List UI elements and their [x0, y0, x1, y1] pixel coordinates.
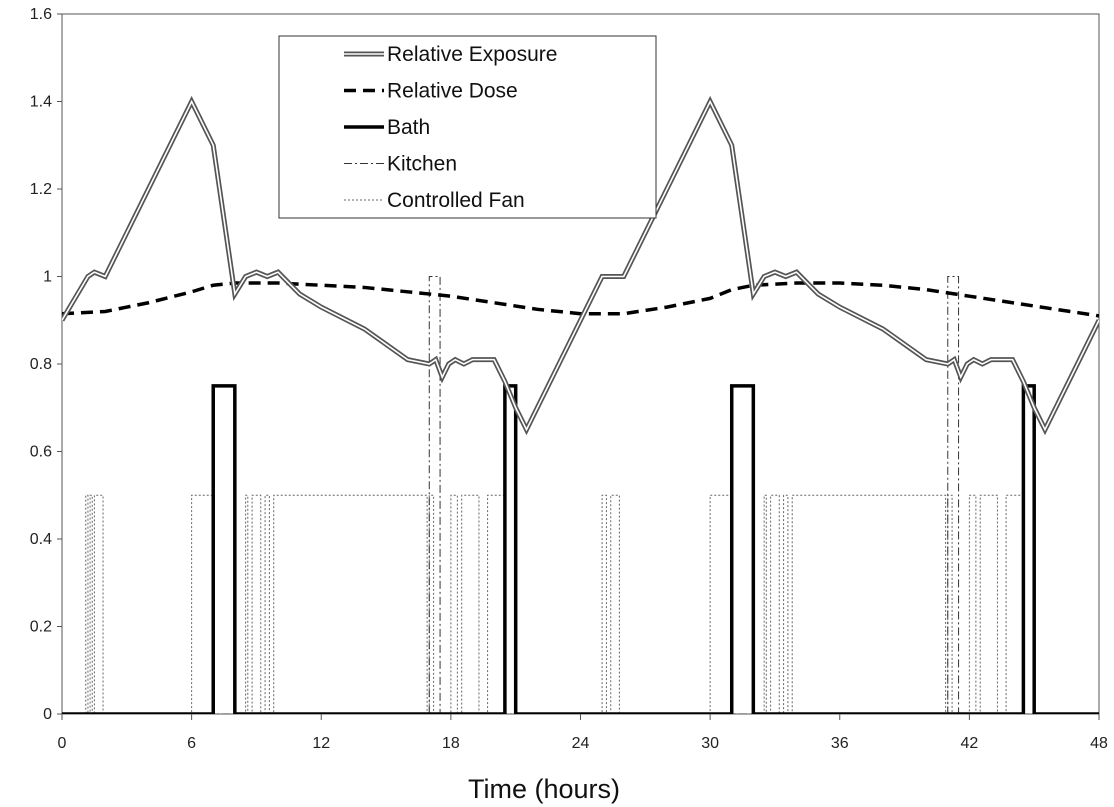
- series-controlled-fan-line: [62, 494, 1099, 714]
- series-layer: [62, 95, 1099, 714]
- y-tick-label: 0.6: [30, 444, 52, 461]
- legend-item-relative-dose: Relative Dose: [344, 80, 518, 103]
- x-tick-label: 18: [442, 735, 460, 752]
- legend-item-bath: Bath: [344, 116, 430, 139]
- legend-item-relative-exposure: Relative Exposure: [344, 43, 557, 66]
- x-axis: 0 6 12 18 24 30 36 42 48: [58, 714, 1108, 752]
- legend-label: Kitchen: [387, 153, 457, 176]
- series-relative-exposure-line-inner: [62, 99, 1099, 432]
- y-tick-label: 0.8: [30, 356, 52, 373]
- x-tick-label: 42: [960, 735, 978, 752]
- y-tick-label: 1.6: [30, 6, 52, 23]
- legend: Relative Exposure Relative Dose Bath Kitche…: [278, 35, 657, 219]
- y-tick-label: 1: [43, 269, 52, 286]
- x-tick-label: 24: [572, 735, 590, 752]
- y-tick-label: 0.2: [30, 619, 52, 636]
- legend-item-controlled-fan: Controlled Fan: [344, 189, 525, 212]
- y-tick-label: 1.4: [30, 94, 52, 111]
- series-controlled-fan: [62, 494, 1099, 714]
- x-tick-label: 48: [1090, 735, 1108, 752]
- y-tick-label: 0.4: [30, 531, 52, 548]
- series-kitchen: [62, 276, 1099, 714]
- series-relative-dose: [62, 281, 1099, 318]
- legend-label: Bath: [387, 116, 430, 139]
- x-tick-label: 30: [701, 735, 719, 752]
- x-tick-label: 36: [831, 735, 849, 752]
- legend-item-kitchen: Kitchen: [344, 153, 457, 176]
- legend-label: Controlled Fan: [387, 189, 525, 212]
- y-tick-label: 1.2: [30, 181, 52, 198]
- legend-box: [278, 35, 657, 219]
- x-tick-label: 12: [312, 735, 330, 752]
- series-relative-exposure: [62, 95, 1099, 436]
- y-tick-label: 0: [43, 706, 52, 723]
- legend-label: Relative Dose: [387, 80, 518, 103]
- series-kitchen-line: [62, 276, 1099, 714]
- x-tick-label: 0: [58, 735, 67, 752]
- y-axis: 0 0.2 0.4 0.6 0.8 1 1.2 1.4 1.6: [30, 6, 62, 723]
- x-axis-title: Time (hours): [468, 774, 620, 804]
- series-relative-dose-line: [62, 281, 1099, 318]
- legend-label: Relative Exposure: [387, 43, 557, 66]
- x-tick-label: 6: [187, 735, 196, 752]
